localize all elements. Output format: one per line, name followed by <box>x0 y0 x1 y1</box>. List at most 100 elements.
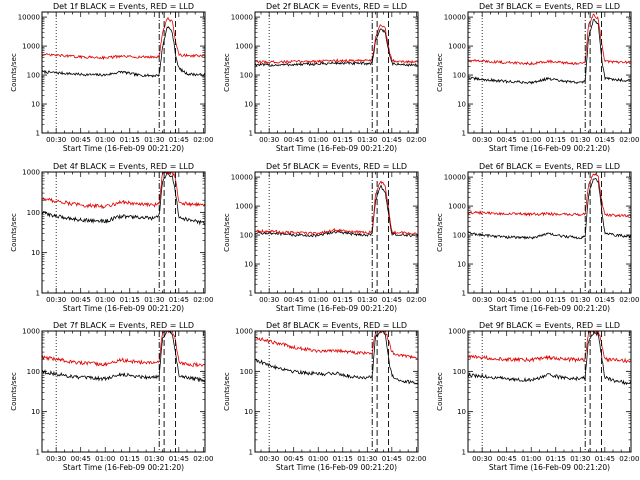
y-tick-label: 1000 <box>448 43 466 51</box>
x-tick-label: 00:30 <box>259 455 279 463</box>
chart-panel-4: Det 4f BLACK = Events, RED = LLD 1 10 100 10… <box>10 162 213 313</box>
y-tick-label: 100 <box>27 368 40 376</box>
chart-panel-8: Det 8f BLACK = Events, RED = LLD 1 10 100 10… <box>223 321 426 472</box>
y-tick-label: 1 <box>462 290 466 298</box>
axes-frame <box>254 171 419 294</box>
y-tick-label: 1 <box>36 130 40 138</box>
x-tick-label: 00:30 <box>46 136 66 144</box>
y-tick-label: 100 <box>27 209 40 217</box>
axes-frame <box>41 11 206 134</box>
chart-panel-5: Det 5f BLACK = Events, RED = LLD 1 10 100 10… <box>223 162 426 313</box>
x-tick-label: 02:00 <box>619 455 639 463</box>
x-tick-label: 01:45 <box>595 296 615 304</box>
x-tick-label: 00:45 <box>284 455 304 463</box>
x-tick-label: 01:00 <box>308 136 328 144</box>
x-tick-label: 01:00 <box>521 296 541 304</box>
y-axis-label: Counts/sec <box>436 372 444 411</box>
y-axis-label: Counts/sec <box>223 213 231 252</box>
y-tick-label: 1000 <box>235 328 253 336</box>
x-tick-label: 01:15 <box>120 296 140 304</box>
lld-series-line <box>255 331 418 360</box>
y-axis-label: Counts/sec <box>223 372 231 411</box>
x-axis-label: Start Time (16-Feb-09 00:21:20) <box>489 304 610 313</box>
plot-area <box>42 16 205 78</box>
x-tick-label: 01:30 <box>144 136 164 144</box>
chart-panel-3: Det 3f BLACK = Events, RED = LLD 1 10 100 10… <box>436 2 639 153</box>
events-series-line <box>255 28 418 67</box>
x-tick-label: 01:15 <box>546 455 566 463</box>
axes-frame <box>41 171 206 294</box>
x-axis-label: Start Time (16-Feb-09 00:21:20) <box>63 304 184 313</box>
chart-panel-6: Det 6f BLACK = Events, RED = LLD 1 10 100 10… <box>436 162 639 313</box>
y-axis-label: Counts/sec <box>436 213 444 252</box>
x-tick-label: 02:00 <box>193 455 213 463</box>
events-series-line <box>42 25 205 78</box>
x-axis-label: Start Time (16-Feb-09 00:21:20) <box>63 463 184 472</box>
chart-title: Det 8f BLACK = Events, RED = LLD <box>266 321 407 330</box>
x-tick-label: 00:30 <box>472 455 492 463</box>
x-tick-label: 01:45 <box>382 296 402 304</box>
plot-area <box>255 331 418 386</box>
events-series-line <box>42 331 205 383</box>
axes-frame <box>467 11 632 134</box>
y-tick-label: 100 <box>240 72 253 80</box>
y-axis-label: Counts/sec <box>10 53 18 92</box>
x-tick-label: 00:30 <box>472 296 492 304</box>
x-tick-label: 00:45 <box>71 136 91 144</box>
x-tick-label: 01:30 <box>570 296 590 304</box>
x-tick-label: 00:30 <box>46 296 66 304</box>
x-tick-label: 00:45 <box>497 136 517 144</box>
y-tick-label: 1 <box>36 290 40 298</box>
x-tick-label: 02:00 <box>406 455 426 463</box>
x-tick-label: 02:00 <box>406 296 426 304</box>
x-tick-label: 01:45 <box>169 455 189 463</box>
x-tick-label: 00:45 <box>497 455 517 463</box>
plot-area <box>468 172 631 240</box>
x-tick-label: 01:00 <box>95 136 115 144</box>
x-tick-label: 01:15 <box>333 455 353 463</box>
lld-series-line <box>42 172 205 210</box>
chart-title: Det 6f BLACK = Events, RED = LLD <box>479 162 620 171</box>
events-series-line <box>42 172 205 226</box>
y-tick-label: 100 <box>240 368 253 376</box>
x-axis-label: Start Time (16-Feb-09 00:21:20) <box>276 144 397 153</box>
chart-title: Det 2f BLACK = Events, RED = LLD <box>266 2 407 11</box>
x-tick-label: 01:45 <box>382 136 402 144</box>
x-tick-label: 00:30 <box>259 296 279 304</box>
x-tick-label: 01:00 <box>308 296 328 304</box>
plot-area <box>42 172 205 226</box>
y-axis-label: Counts/sec <box>223 53 231 92</box>
x-tick-label: 01:30 <box>570 136 590 144</box>
x-tick-label: 00:45 <box>71 296 91 304</box>
x-tick-label: 01:45 <box>382 455 402 463</box>
chart-panel-2: Det 2f BLACK = Events, RED = LLD 1 10 100 10… <box>223 2 426 153</box>
axes-frame <box>467 330 632 453</box>
x-tick-label: 00:45 <box>497 296 517 304</box>
events-series-line <box>468 331 631 386</box>
x-tick-label: 01:15 <box>546 296 566 304</box>
y-tick-label: 1000 <box>22 169 40 177</box>
axes-frame <box>254 330 419 453</box>
y-axis-label: Counts/sec <box>10 213 18 252</box>
plot-area <box>255 180 418 238</box>
x-tick-label: 00:45 <box>71 455 91 463</box>
lld-series-line <box>42 16 205 61</box>
lld-series-line <box>468 331 631 364</box>
x-axis-label: Start Time (16-Feb-09 00:21:20) <box>276 304 397 313</box>
x-tick-label: 01:15 <box>546 136 566 144</box>
chart-panel-9: Det 9f BLACK = Events, RED = LLD 1 10 100 10… <box>436 321 639 472</box>
y-tick-label: 10 <box>457 261 466 269</box>
y-tick-label: 1 <box>249 290 253 298</box>
y-tick-label: 1000 <box>235 43 253 51</box>
y-tick-label: 1000 <box>22 43 40 51</box>
y-tick-label: 1000 <box>235 203 253 211</box>
axes-frame <box>41 330 206 453</box>
x-tick-label: 01:00 <box>521 136 541 144</box>
events-series-line <box>468 178 631 240</box>
lld-series-line <box>42 331 205 368</box>
y-tick-label: 1 <box>462 449 466 457</box>
x-tick-label: 01:00 <box>95 455 115 463</box>
events-series-line <box>255 331 418 386</box>
chart-title: Det 9f BLACK = Events, RED = LLD <box>479 321 620 330</box>
x-tick-label: 01:30 <box>570 455 590 463</box>
